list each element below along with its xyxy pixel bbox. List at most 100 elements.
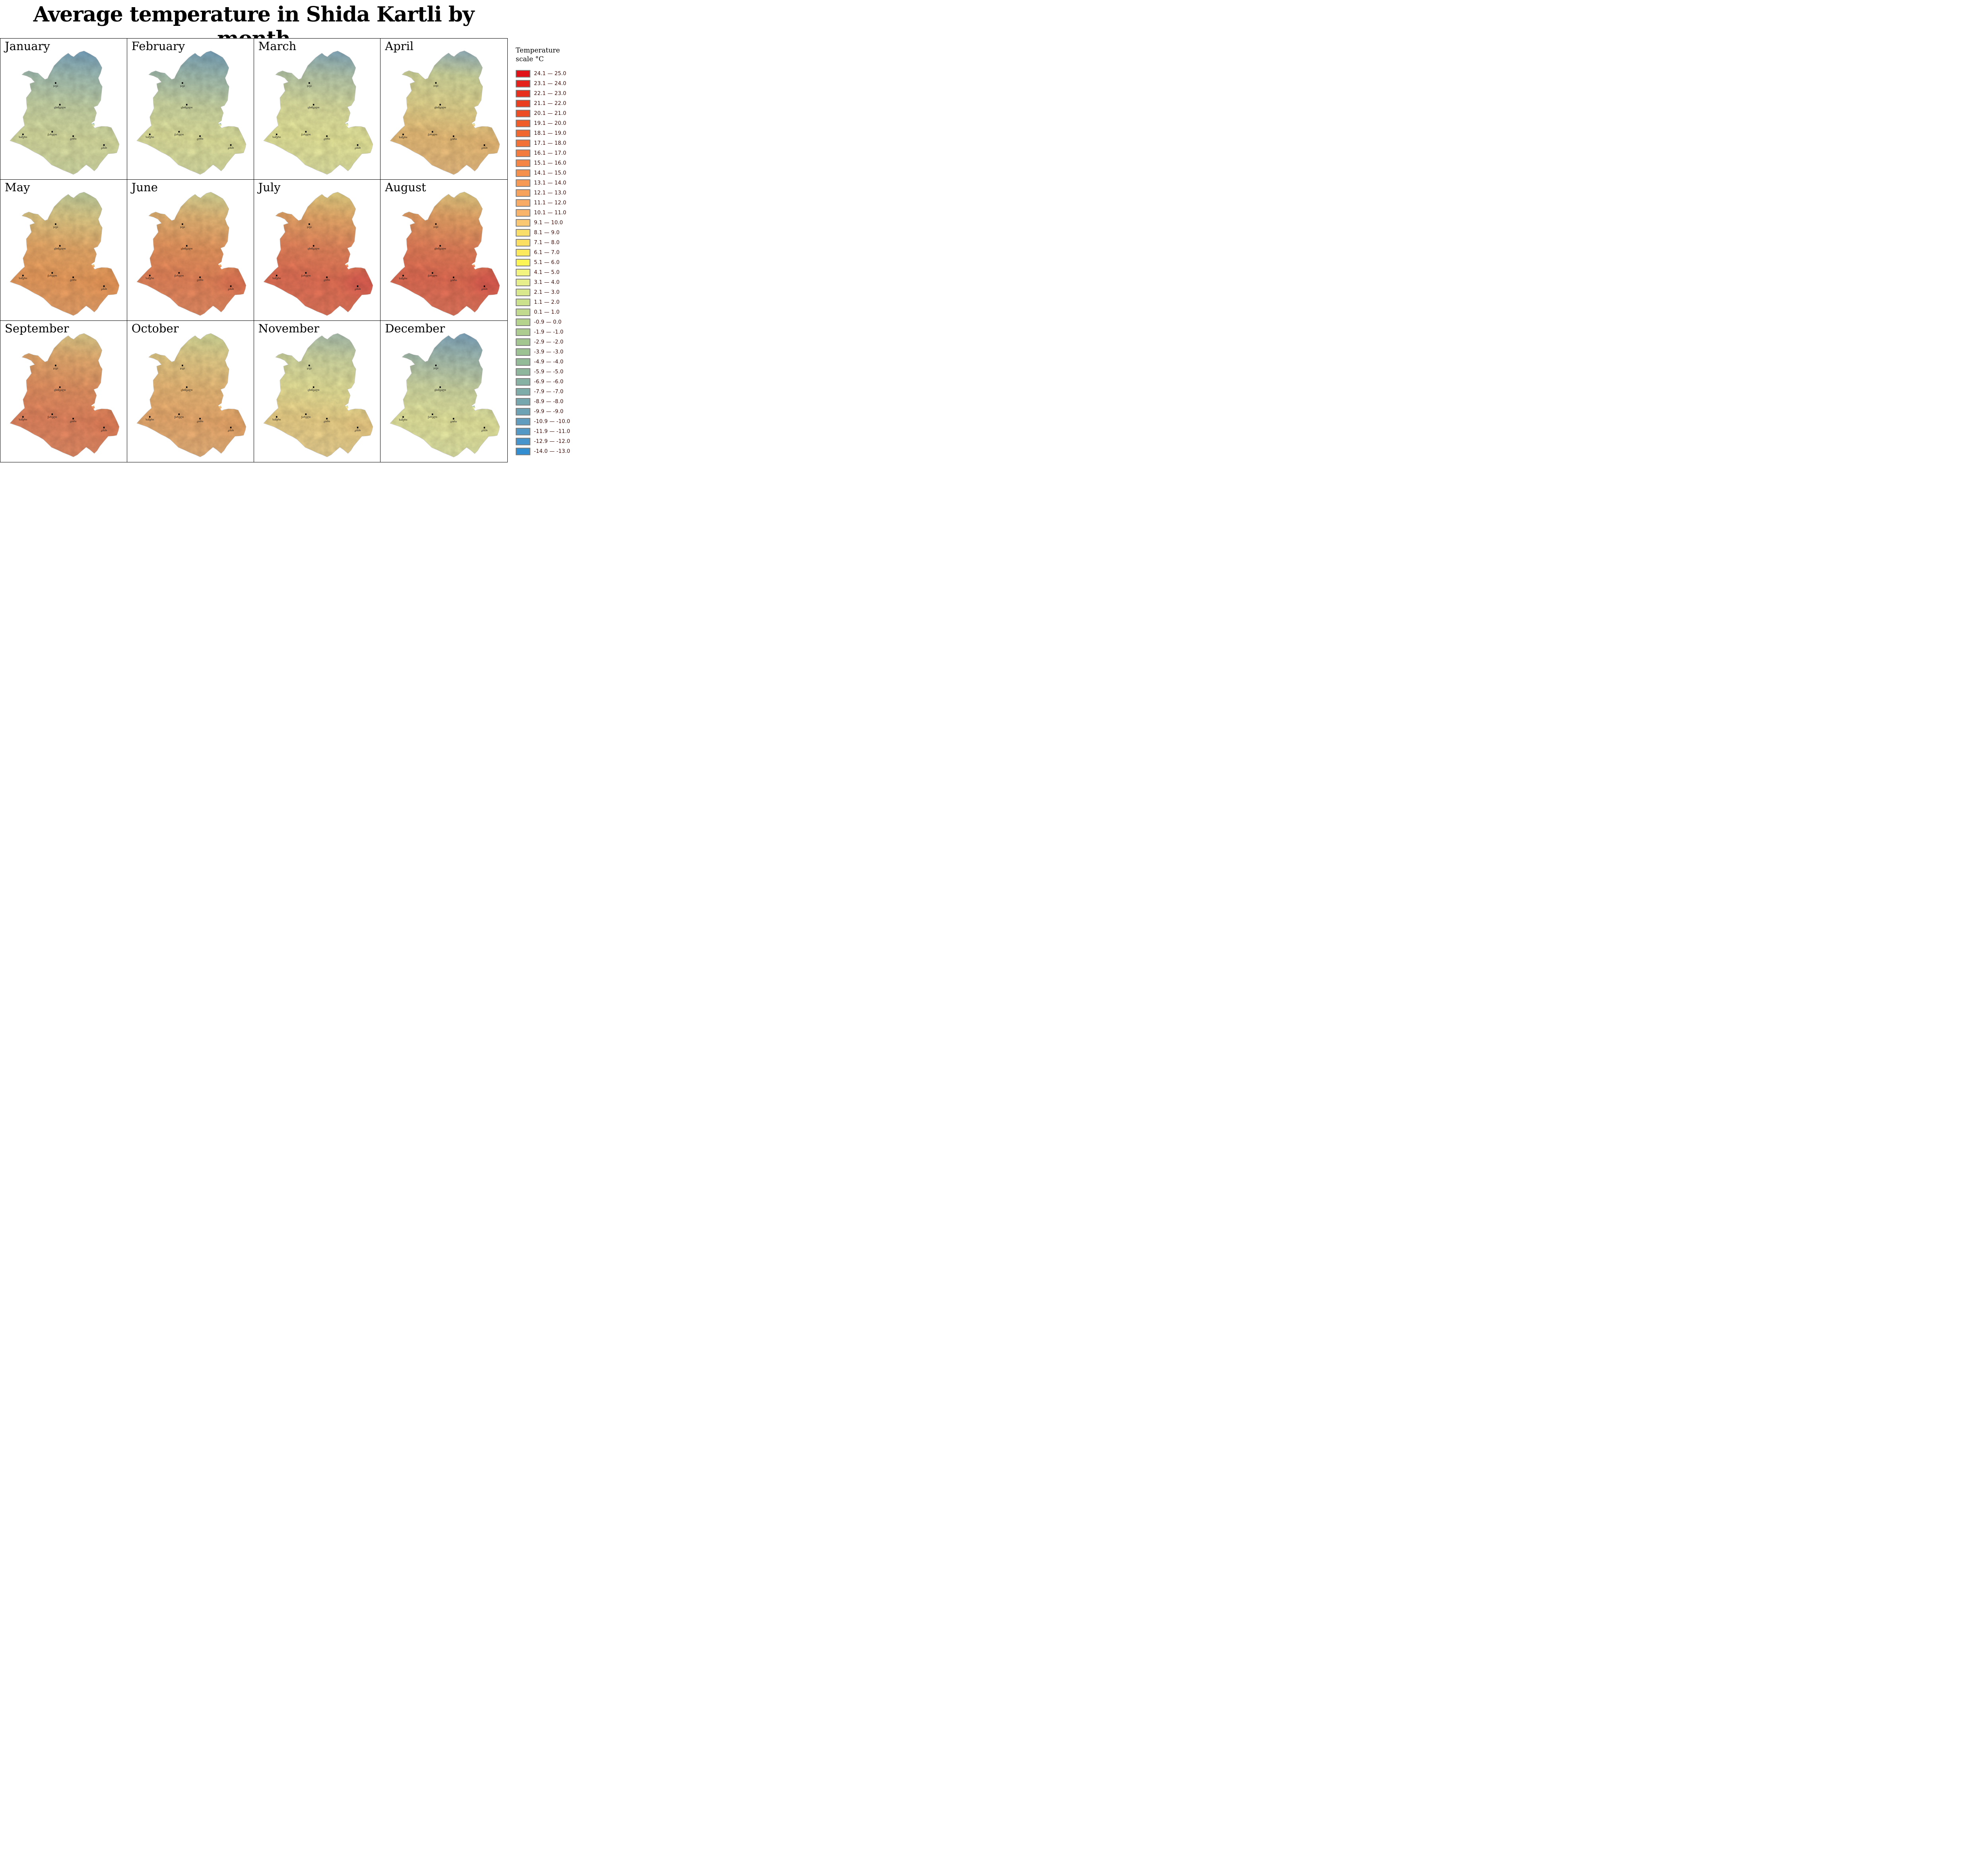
city-marker	[276, 416, 277, 418]
city-label: გორი	[323, 420, 330, 423]
city-label: ქარელი	[428, 134, 437, 136]
city-label: ქარელი	[174, 274, 184, 277]
city-label: ცხინვალი	[308, 106, 319, 109]
month-map-cell: ჯავა ცხინვალი ქარელი ხაშური გორი კასპი July	[254, 180, 381, 321]
legend-range-label: -12.9 — -12.0	[534, 438, 571, 445]
city-marker	[402, 275, 404, 277]
city-marker	[149, 416, 151, 418]
city-marker	[181, 365, 183, 367]
city-marker	[305, 131, 307, 133]
city-marker	[59, 104, 61, 106]
legend-row: 24.1 — 25.0	[516, 69, 576, 79]
city-label: გორი	[70, 279, 76, 282]
legend-title-line2: scale °C	[516, 55, 544, 64]
city-label: ქარელი	[174, 416, 184, 419]
city-marker	[199, 276, 201, 278]
city-label: ხაშური	[146, 136, 154, 139]
city-marker	[402, 134, 404, 136]
city-label: ჯავა	[307, 85, 311, 87]
city-layer: ჯავა ცხინვალი ქარელი ხაშური გორი კასპი	[399, 82, 487, 149]
month-map-cell: ჯავა ცხინვალი ქარელი ხაშური გორი კასპი March	[254, 39, 381, 180]
city-marker-label: კასპი	[227, 144, 234, 149]
city-label: ცხინვალი	[181, 247, 192, 250]
legend-range-label: 9.1 — 10.0	[534, 219, 563, 226]
city-marker	[357, 285, 358, 287]
legend-row: -10.9 — -10.0	[516, 417, 576, 427]
legend-swatch	[516, 318, 530, 326]
city-label: გორი	[70, 138, 76, 141]
city-label: ჯავა	[307, 226, 311, 229]
city-marker	[149, 134, 151, 135]
city-marker	[59, 386, 61, 388]
city-marker	[72, 417, 74, 419]
legend-swatch	[516, 258, 530, 266]
month-label: October	[131, 322, 179, 335]
legend-swatch	[516, 298, 530, 306]
month-label: November	[258, 322, 319, 335]
legend-row: 4.1 — 5.0	[516, 268, 576, 278]
city-label: ხაშური	[19, 277, 27, 280]
city-marker-label: ხაშური	[399, 134, 408, 139]
city-marker	[453, 418, 454, 420]
month-map-cell: ჯავა ცხინვალი ქარელი ხაშური გორი კასპი August	[381, 180, 507, 321]
city-label: ცხინვალი	[435, 247, 446, 250]
city-label: კასპი	[227, 429, 234, 432]
city-marker	[435, 365, 437, 367]
city-marker	[51, 131, 53, 133]
city-label: კასპი	[101, 288, 107, 291]
legend-row: 11.1 — 12.0	[516, 198, 576, 208]
city-label: კასპი	[101, 147, 107, 149]
legend-row: 5.1 — 6.0	[516, 258, 576, 268]
city-marker	[402, 416, 404, 418]
city-marker	[22, 275, 24, 276]
city-label: ქარელი	[428, 275, 437, 278]
city-marker-label: ჯავა	[307, 223, 311, 229]
city-label: ცხინვალი	[308, 247, 319, 250]
legend-row: 23.1 — 24.0	[516, 79, 576, 89]
legend-row: -1.9 — -1.0	[516, 327, 576, 337]
months-grid: ჯავა ცხინვალი ქარელი ხაშური გორი კასპი Januar…	[0, 38, 508, 462]
city-label: ქარელი	[174, 133, 184, 136]
city-marker-label: ხაშური	[19, 416, 27, 421]
city-marker-label: გორი	[450, 276, 457, 282]
city-marker-label: კასპი	[354, 427, 361, 432]
legend-swatch	[516, 308, 530, 316]
city-label: კასპი	[481, 288, 488, 291]
city-marker	[181, 82, 183, 84]
region-map: ჯავა ცხინვალი ქარელი ხაშური გორი კასპი	[136, 333, 246, 457]
city-label: კასპი	[354, 429, 361, 432]
legend-range-label: 21.1 — 22.0	[534, 100, 567, 107]
legend-range-label: -10.9 — -10.0	[534, 418, 571, 425]
legend-range-label: 5.1 — 6.0	[534, 259, 560, 266]
city-marker-label: ჯავა	[433, 82, 439, 87]
month-map-cell: ჯავა ცხინვალი ქარელი ხაშური გორი კასპი Novemb…	[254, 321, 381, 462]
city-marker	[313, 386, 314, 388]
city-marker-label: გორი	[70, 417, 76, 423]
legend-title-line1: Temperature	[516, 47, 560, 54]
legend-range-label: 17.1 — 18.0	[534, 140, 567, 146]
month-label: March	[258, 39, 297, 53]
legend-swatch	[516, 378, 530, 386]
city-label: ქარელი	[301, 274, 311, 277]
legend-row: 16.1 — 17.0	[516, 148, 576, 158]
legend-range-label: 16.1 — 17.0	[534, 150, 567, 156]
city-marker-label: ცხინვალი	[54, 245, 66, 250]
city-layer: ჯავა ცხინვალი ქარელი ხაშური გორი კასპი	[272, 223, 361, 291]
city-marker	[305, 413, 307, 415]
city-marker	[453, 276, 454, 278]
city-label: ჯავა	[433, 367, 438, 370]
city-marker	[55, 82, 56, 84]
legend-range-label: -3.9 — -3.0	[534, 349, 564, 355]
legend-swatch	[516, 149, 530, 157]
legend-range-label: -8.9 — -8.0	[534, 398, 564, 405]
legend-row: 6.1 — 7.0	[516, 248, 576, 258]
legend-range-label: -4.9 — -4.0	[534, 359, 564, 365]
legend-row: -12.9 — -12.0	[516, 437, 576, 446]
legend-row: -4.9 — -4.0	[516, 357, 576, 367]
legend-range-label: 4.1 — 5.0	[534, 269, 560, 276]
month-map-cell: ჯავა ცხინვალი ქარელი ხაშური გორი კასპი April	[381, 39, 507, 180]
legend-swatch	[516, 328, 530, 336]
city-layer: ჯავა ცხინვალი ქარელი ხაშური გორი კასპი	[399, 365, 487, 432]
city-marker	[326, 276, 328, 278]
city-marker	[432, 272, 433, 274]
